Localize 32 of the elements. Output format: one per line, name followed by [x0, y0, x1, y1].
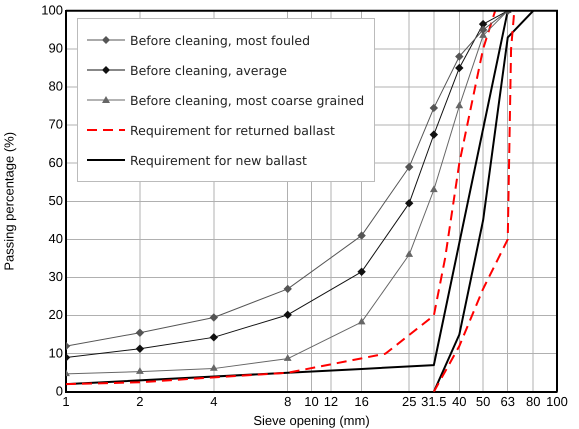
y-tick-label: 70 [48, 116, 63, 132]
x-tick-label: 25 [402, 394, 416, 410]
y-tick-label: 20 [48, 307, 63, 322]
x-tick-label: 10 [304, 394, 319, 410]
x-tick-label: 50 [476, 394, 490, 410]
x-tick-label: 2 [136, 394, 144, 410]
y-tick-label: 30 [48, 269, 63, 284]
y-tick-label: 80 [48, 78, 63, 94]
x-tick-label: 1 [62, 394, 70, 410]
x-tick-label: 100 [546, 394, 568, 410]
x-tick-label: 12 [324, 394, 338, 410]
y-tick-label: 100 [41, 2, 63, 18]
y-tick-label: 50 [48, 192, 63, 208]
x-tick-label: 16 [354, 394, 369, 410]
legend-label: Before cleaning, most coarse grained [130, 92, 364, 108]
x-tick-label: 8 [284, 394, 292, 410]
y-axis-title: Passing percentage (%) [1, 132, 16, 271]
x-tick-label: 63 [500, 394, 515, 410]
x-tick-label: 80 [526, 394, 540, 410]
x-tick-label: 4 [210, 394, 218, 410]
legend-label: Before cleaning, average [130, 62, 287, 78]
y-tick-label: 10 [48, 345, 63, 360]
x-tick-label: 31.5 [421, 394, 446, 410]
y-tick-label: 0 [56, 383, 63, 398]
legend-label: Before cleaning, most fouled [130, 32, 310, 48]
y-tick-label: 60 [48, 154, 63, 170]
y-tick-label: 40 [48, 230, 63, 246]
x-axis-title: Sieve opening (mm) [253, 412, 370, 428]
y-tick-label: 90 [48, 40, 63, 56]
legend-label: Requirement for returned ballast [130, 122, 335, 138]
x-tick-label: 40 [452, 394, 467, 410]
legend-label: Requirement for new ballast [130, 152, 307, 168]
